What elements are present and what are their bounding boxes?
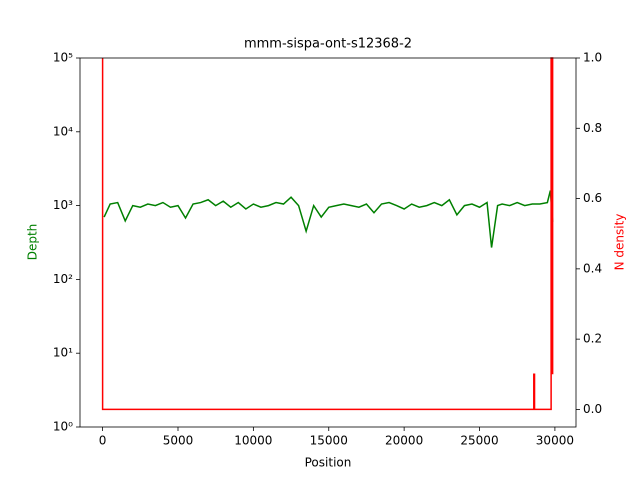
series-line [103, 190, 554, 248]
y-tick-label: 10³ [53, 198, 73, 212]
x-tick-label: 10000 [234, 434, 272, 448]
y2-tick-label: 0.6 [583, 191, 602, 205]
x-tick-label: 30000 [536, 434, 574, 448]
y2-tick-label: 0.8 [583, 121, 602, 135]
y-axis-label: Depth [26, 224, 40, 261]
x-tick-label: 0 [99, 434, 107, 448]
x-tick-label: 5000 [163, 434, 194, 448]
y2-tick-label: 0.0 [583, 402, 602, 416]
x-axis-label: Position [305, 456, 352, 470]
chart-title: mmm-sispa-ont-s12368-2 [244, 37, 412, 52]
x-tick-label: 20000 [385, 434, 423, 448]
y2-axis-label: N density [613, 214, 627, 271]
y-tick-label: 10¹ [53, 346, 73, 360]
y-tick-label: 10⁰ [53, 420, 73, 434]
y-tick-label: 10⁴ [53, 124, 73, 138]
x-tick-label: 15000 [310, 434, 348, 448]
x-tick-label: 25000 [460, 434, 498, 448]
y2-tick-label: 0.2 [583, 332, 602, 346]
y2-tick-label: 0.4 [583, 261, 602, 275]
plot-frame [79, 57, 577, 428]
y-tick-label: 10⁵ [53, 51, 73, 65]
y2-tick-label: 1.0 [583, 51, 602, 65]
series-line [101, 57, 554, 411]
y-tick-label: 10² [53, 272, 73, 286]
